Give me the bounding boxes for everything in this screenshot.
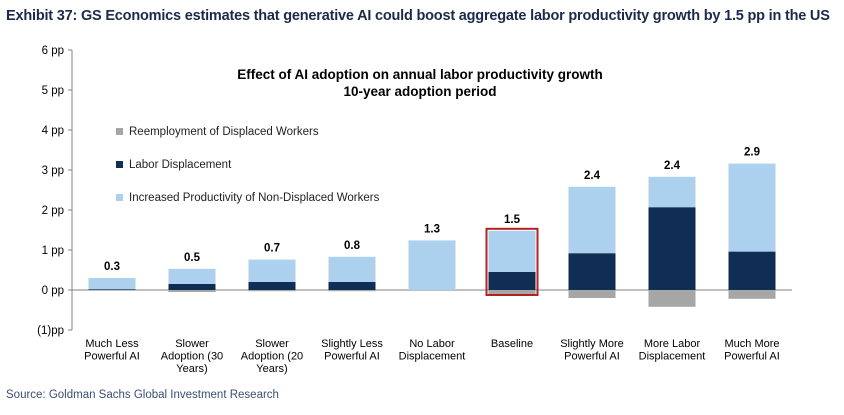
exhibit-title: Exhibit 37: GS Economics estimates that … bbox=[6, 8, 830, 24]
category-label-line: Baseline bbox=[491, 338, 533, 350]
category-label-line: Powerful AI bbox=[324, 351, 380, 363]
category-label-line: Powerful AI bbox=[564, 351, 620, 363]
category-label-line: Years) bbox=[256, 363, 287, 375]
productivity-chart: (1)pp 0 pp 1 pp 2 pp 3 pp 4 pp 5 pp 6 pp Effect… bbox=[37, 45, 792, 375]
total-label: 2.4 bbox=[584, 170, 601, 182]
total-label: 0.7 bbox=[264, 243, 280, 255]
bar-segment bbox=[728, 251, 776, 290]
bar-segment bbox=[328, 256, 376, 282]
category-label: Slightly More Powerful AI bbox=[560, 338, 624, 363]
bar-segment bbox=[248, 290, 296, 292]
legend-swatch bbox=[116, 161, 123, 168]
bar-segment bbox=[728, 290, 776, 299]
bar-segment bbox=[568, 290, 616, 298]
category-label-line: Adoption (20 bbox=[241, 351, 303, 363]
category-label: No Labor Displacement bbox=[399, 338, 466, 363]
legend-label: Labor Displacement bbox=[129, 159, 232, 171]
bar-segment bbox=[168, 284, 216, 290]
legend-swatch bbox=[116, 128, 123, 135]
bar-segment bbox=[488, 290, 536, 294]
y-tick-label: 2 pp bbox=[42, 205, 64, 217]
category-label: Baseline bbox=[491, 338, 533, 350]
bar-segment bbox=[88, 289, 136, 290]
total-label: 0.8 bbox=[344, 240, 361, 252]
category-label: More Labor Displacement bbox=[639, 338, 706, 363]
legend-label: Reemployment of Displaced Workers bbox=[129, 126, 319, 138]
category-label-line: No Labor bbox=[409, 338, 455, 350]
y-tick-label: 4 pp bbox=[42, 125, 64, 137]
y-tick-label: 6 pp bbox=[42, 45, 64, 57]
category-label-line: Powerful AI bbox=[724, 351, 780, 363]
category-label: Much Less Powerful AI bbox=[84, 338, 140, 363]
bar-segment bbox=[568, 186, 616, 254]
chart-subtitle: 10-year adoption period bbox=[343, 84, 496, 99]
category-label: Slightly Less Powerful AI bbox=[321, 338, 383, 363]
bar-segment bbox=[248, 259, 296, 282]
bar-segment bbox=[728, 163, 776, 252]
y-tick-label: 3 pp bbox=[42, 165, 64, 177]
y-tick-label: 5 pp bbox=[42, 85, 64, 97]
bar-segment bbox=[648, 207, 696, 290]
y-tick-label: 1 pp bbox=[42, 245, 64, 257]
category-label-line: Years) bbox=[176, 363, 207, 375]
bar-segment bbox=[648, 290, 696, 307]
total-label: 0.5 bbox=[184, 252, 201, 264]
bar-segment bbox=[248, 282, 296, 290]
total-label: 1.5 bbox=[504, 214, 521, 226]
legend: Reemployment of Displaced Workers Labor D… bbox=[116, 126, 380, 204]
category-label: Much More Powerful AI bbox=[724, 338, 780, 363]
category-label-line: Slightly More bbox=[560, 338, 624, 350]
total-label: 0.3 bbox=[104, 261, 120, 273]
baseline-highlight-box bbox=[485, 227, 539, 296]
category-label-line: Slightly Less bbox=[321, 338, 383, 350]
legend-swatch bbox=[116, 194, 123, 201]
category-label-line: Powerful AI bbox=[84, 351, 140, 363]
bar-segment bbox=[168, 290, 216, 292]
bar-segment bbox=[568, 253, 616, 290]
category-label-line: Adoption (30 bbox=[161, 351, 223, 363]
category-label-line: Much More bbox=[724, 338, 779, 350]
category-label: Slower Adoption (30 Years) bbox=[161, 338, 223, 375]
bar-segment bbox=[488, 272, 536, 290]
legend-label: Increased Productivity of Non-Displaced … bbox=[129, 192, 380, 204]
category-label-line: Slower bbox=[175, 338, 209, 350]
chart-title: Effect of AI adoption on annual labor pr… bbox=[237, 67, 603, 82]
category-label-line: Displacement bbox=[639, 351, 706, 363]
y-tick-label: 0 pp bbox=[42, 285, 64, 297]
category-label-line: Displacement bbox=[399, 351, 466, 363]
bar-segment bbox=[408, 240, 456, 290]
total-label: 2.9 bbox=[744, 147, 760, 159]
bar-segment bbox=[168, 268, 216, 284]
bar-segment bbox=[88, 278, 136, 290]
category-label-line: Slower bbox=[255, 338, 289, 350]
total-label: 2.4 bbox=[664, 160, 681, 172]
category-label-line: Much Less bbox=[85, 338, 139, 350]
bar-segment bbox=[648, 176, 696, 208]
bar-segment bbox=[328, 290, 376, 292]
category-label-line: More Labor bbox=[644, 338, 701, 350]
bar-segment bbox=[328, 282, 376, 290]
bar-segment bbox=[488, 230, 536, 272]
total-label: 1.3 bbox=[424, 223, 440, 235]
y-tick-label: (1)pp bbox=[37, 325, 64, 337]
source-note: Source: Goldman Sachs Global Investment … bbox=[6, 389, 279, 401]
bars bbox=[88, 163, 776, 307]
category-label: Slower Adoption (20 Years) bbox=[241, 338, 303, 375]
